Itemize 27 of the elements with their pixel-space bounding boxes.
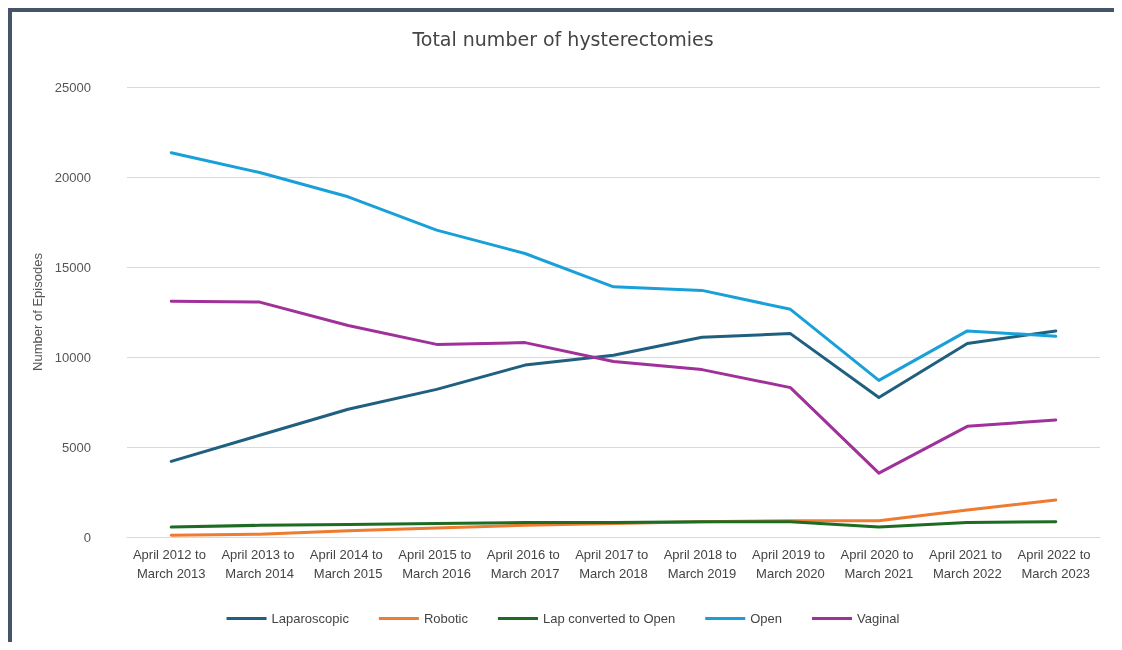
x-tick-label: April 2019 to March 2020 [752,547,829,581]
x-tick-label: April 2020 to March 2021 [840,547,918,581]
y-tick-label: 25000 [54,79,91,95]
x-tick-label: April 2022 to March 2023 [1017,547,1095,581]
chart-title: Total number of hysterectomies [411,27,714,50]
legend-label: Laparoscopic [271,611,350,626]
line-series [169,299,1058,475]
x-tick-label: April 2012 to March 2013 [132,547,210,581]
y-axis-title: Number of Episodes [29,252,45,371]
x-tick-label: April 2015 to March 2016 [398,547,475,581]
x-tick-label: April 2016 to March 2017 [486,547,564,581]
legend-label: Lap converted to Open [542,611,676,626]
y-tick-label: 5000 [62,439,91,455]
legend-label: Open [750,611,783,626]
y-tick-label: 0 [83,529,91,545]
y-tick-label: 20000 [54,169,91,185]
x-tick-label: April 2018 to March 2019 [663,547,741,581]
legend-label: Vaginal [857,611,900,626]
y-tick-label: 10000 [54,349,91,365]
y-tick-label: 15000 [54,259,91,275]
line-series [169,151,1058,382]
legend-label: Robotic [423,611,469,626]
line-series [169,329,1058,463]
x-tick-label: April 2013 to March 2014 [221,547,298,581]
x-tick-label: April 2014 to March 2015 [309,547,387,581]
x-tick-label: April 2017 to March 2018 [575,547,652,581]
x-tick-label: April 2021 to March 2022 [929,547,1006,581]
